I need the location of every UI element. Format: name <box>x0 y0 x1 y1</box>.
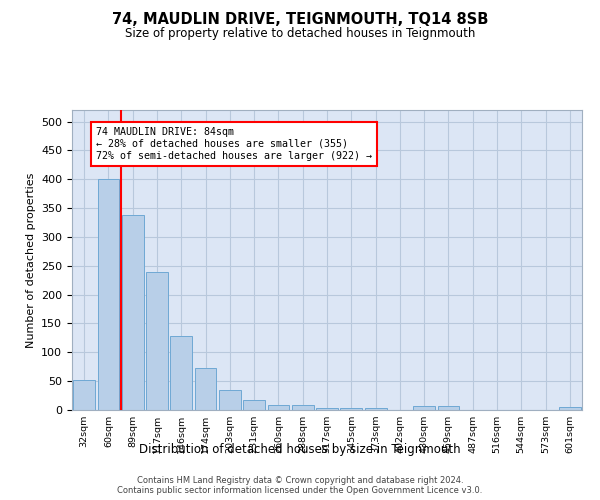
Bar <box>340 408 362 410</box>
Bar <box>170 336 192 410</box>
Bar <box>437 406 460 410</box>
Text: Contains HM Land Registry data © Crown copyright and database right 2024.
Contai: Contains HM Land Registry data © Crown c… <box>118 476 482 495</box>
Bar <box>268 406 289 410</box>
Bar <box>97 179 119 410</box>
Bar <box>292 406 314 410</box>
Text: 74 MAUDLIN DRIVE: 84sqm
← 28% of detached houses are smaller (355)
72% of semi-d: 74 MAUDLIN DRIVE: 84sqm ← 28% of detache… <box>96 128 372 160</box>
Bar <box>219 390 241 410</box>
Bar <box>73 380 95 410</box>
Bar <box>122 215 143 410</box>
Bar <box>559 407 581 410</box>
Bar <box>316 408 338 410</box>
Text: Size of property relative to detached houses in Teignmouth: Size of property relative to detached ho… <box>125 28 475 40</box>
Bar <box>413 406 435 410</box>
Bar <box>243 400 265 410</box>
Text: Distribution of detached houses by size in Teignmouth: Distribution of detached houses by size … <box>139 442 461 456</box>
Y-axis label: Number of detached properties: Number of detached properties <box>26 172 35 348</box>
Bar <box>365 408 386 410</box>
Bar <box>194 368 217 410</box>
Text: 74, MAUDLIN DRIVE, TEIGNMOUTH, TQ14 8SB: 74, MAUDLIN DRIVE, TEIGNMOUTH, TQ14 8SB <box>112 12 488 28</box>
Bar <box>146 272 168 410</box>
